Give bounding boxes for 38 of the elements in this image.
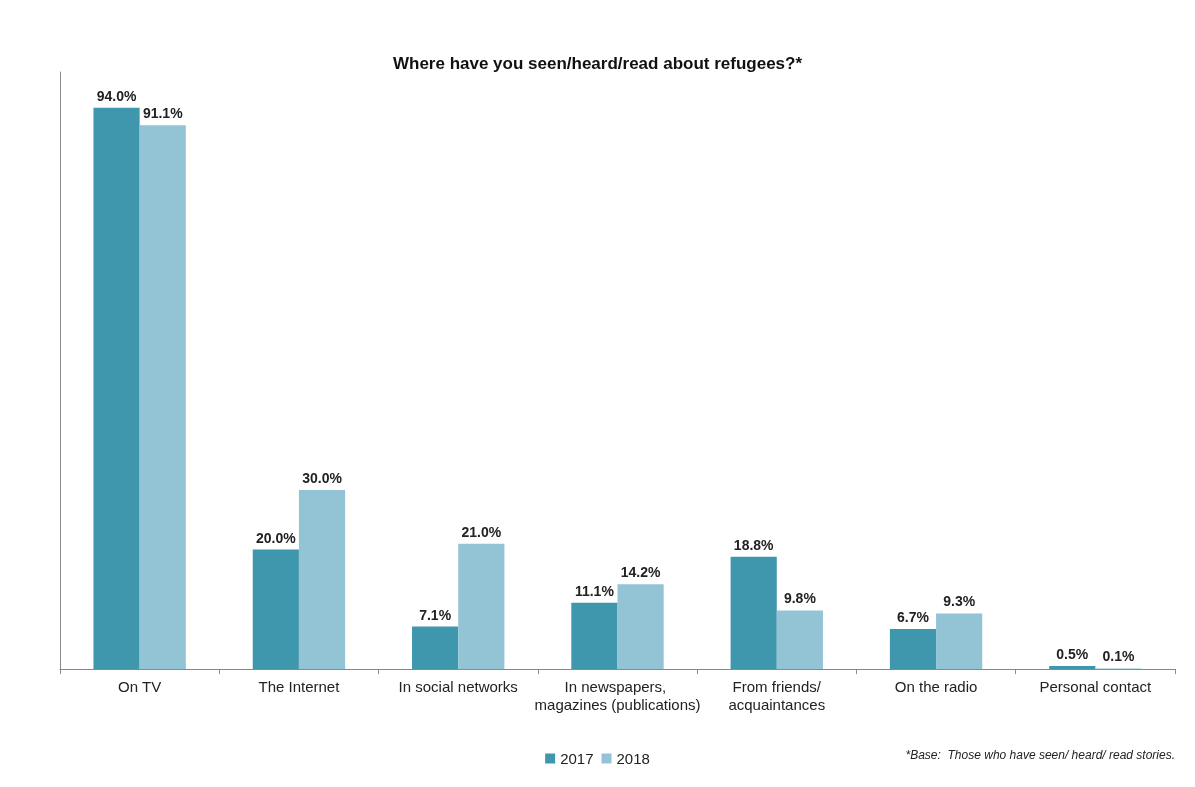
bar bbox=[936, 613, 983, 669]
data-label: 18.8% bbox=[733, 536, 775, 553]
data-label: 0.1% bbox=[1102, 648, 1135, 665]
data-label: 30.0% bbox=[302, 469, 343, 486]
data-label: 11.1% bbox=[574, 582, 615, 599]
bar bbox=[571, 602, 618, 669]
bar bbox=[93, 107, 140, 669]
x-tick-label: On the radio bbox=[894, 677, 978, 695]
bar bbox=[139, 125, 186, 669]
data-label: 6.7% bbox=[897, 609, 930, 625]
x-tick-label: On TV bbox=[118, 677, 162, 695]
data-label: 20.0% bbox=[255, 529, 297, 546]
bar bbox=[252, 549, 299, 669]
bar bbox=[776, 610, 823, 669]
data-label: 9.8% bbox=[783, 590, 817, 607]
x-tick-label: In newspapers, magazines (publications) bbox=[534, 677, 701, 713]
data-label: 0.5% bbox=[1056, 646, 1089, 663]
legend-label: 2017 bbox=[560, 750, 594, 767]
data-label: 14.2% bbox=[620, 564, 661, 581]
data-label: 7.1% bbox=[419, 606, 452, 623]
data-label: 91.1% bbox=[142, 105, 184, 122]
legend-label: 2018 bbox=[616, 750, 650, 767]
bar bbox=[298, 489, 346, 669]
x-tick-label: The Internet bbox=[258, 677, 341, 695]
x-tick-label: From friends/acquaintances bbox=[728, 677, 826, 713]
bar bbox=[730, 556, 777, 669]
bar bbox=[889, 629, 937, 669]
data-label: 94.0% bbox=[96, 87, 137, 104]
data-label: 21.0% bbox=[461, 523, 502, 540]
bar bbox=[617, 584, 664, 669]
x-tick-label: In social networks bbox=[398, 677, 518, 695]
bar bbox=[412, 626, 459, 669]
text: *Base: Those who have seen/ heard/ read stories. bbox=[905, 748, 1176, 762]
bar bbox=[1049, 666, 1096, 669]
data-label: 9.3% bbox=[943, 593, 976, 610]
x-tick-label: Personal contact bbox=[1039, 677, 1153, 695]
bar bbox=[458, 543, 505, 669]
chart-title: Where have you seen/heard/read about refugees?* bbox=[392, 54, 803, 73]
